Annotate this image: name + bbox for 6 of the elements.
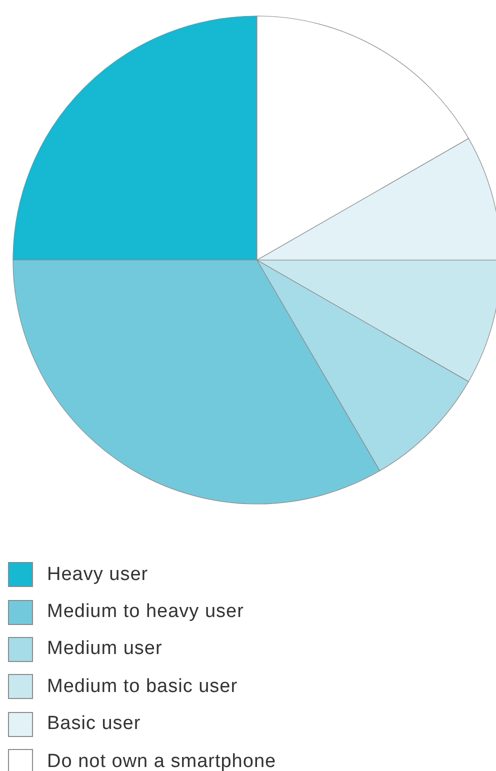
legend-label: Medium to heavy user xyxy=(47,601,244,624)
legend-label: Do not own a smartphone xyxy=(47,750,276,771)
legend-label: Medium user xyxy=(47,638,162,660)
legend-label: Basic user xyxy=(47,713,141,736)
legend-label: Medium to basic user xyxy=(47,676,238,698)
legend-label: Heavy user xyxy=(47,564,148,586)
